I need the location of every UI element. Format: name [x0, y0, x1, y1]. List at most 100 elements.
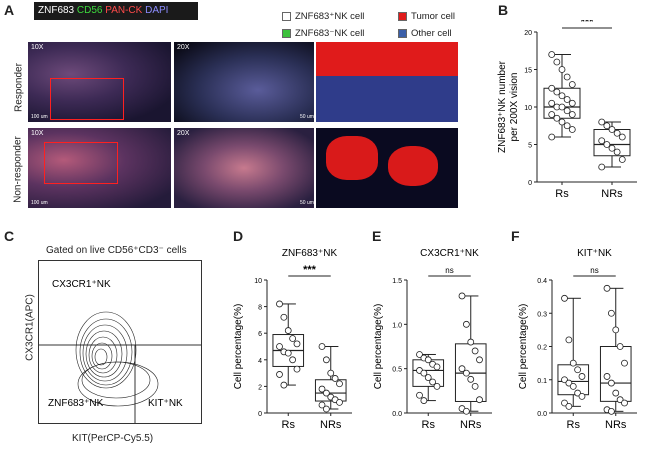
- data-point: [289, 356, 297, 364]
- chart-title: ZNF683⁺NK: [282, 248, 338, 259]
- box-iqr: [543, 87, 581, 119]
- data-point: [416, 391, 423, 399]
- chart-title: KIT⁺NK: [577, 248, 612, 259]
- data-point: [433, 382, 441, 390]
- mag-label: 20X: [177, 44, 190, 51]
- y-tick-label: 20: [524, 30, 532, 37]
- data-point: [420, 369, 428, 377]
- x-tick-label: Rs: [282, 419, 296, 431]
- data-point: [284, 349, 292, 357]
- stain-panck: PAN-CK: [105, 5, 143, 16]
- stain-dapi: DAPI: [145, 5, 169, 16]
- y-axis-label: Cell percentage(%): [518, 304, 529, 390]
- data-point: [612, 326, 620, 334]
- significance-label: ***: [303, 264, 317, 276]
- data-point: [568, 111, 576, 118]
- legend-other: Other cell: [398, 28, 452, 39]
- data-point: [561, 399, 568, 407]
- y-tick-label: 0.0: [537, 411, 547, 418]
- panel-label-b: B: [498, 2, 509, 18]
- significance-label: ***: [581, 20, 595, 28]
- swatch-blue: [398, 29, 407, 38]
- micrograph-nonresponder-10x: [28, 128, 171, 208]
- micrograph-nonresponder-20x: [174, 128, 314, 208]
- chart-b: 0 5 10 15 20 ZNF683⁺NK number per 200X vision R…: [497, 20, 637, 200]
- y-tick-label: 15: [524, 68, 532, 75]
- data-point: [568, 99, 576, 107]
- y-tick-label: 6: [258, 331, 262, 338]
- data-point: [322, 405, 330, 413]
- x-tick-label: Rs: [567, 419, 581, 431]
- data-point: [618, 156, 626, 163]
- panel-label-d: D: [233, 228, 244, 244]
- tumor-region: [326, 136, 378, 180]
- tumor-region: [388, 146, 438, 186]
- data-point: [578, 392, 586, 400]
- scale-bar: 100 um: [31, 200, 48, 206]
- data-point: [462, 407, 470, 415]
- contour-lines: [75, 311, 159, 407]
- data-point: [284, 327, 292, 334]
- y-tick-label: 2: [258, 384, 262, 391]
- mag-label: 10X: [31, 130, 44, 137]
- data-point: [598, 118, 606, 126]
- data-point: [318, 385, 326, 393]
- y-tick-label: 0.3: [537, 311, 547, 318]
- data-point: [569, 359, 577, 367]
- flow-ylabel: CX3CR1(APC): [24, 294, 36, 361]
- data-point: [618, 133, 626, 141]
- stain-legend-box: [34, 2, 198, 20]
- flow-plot: CX3CR1⁺NK ZNF683⁺NK KIT⁺NK: [38, 260, 202, 424]
- gate-kit: KIT⁺NK: [148, 398, 183, 409]
- data-point: [607, 309, 615, 317]
- data-point: [471, 347, 479, 355]
- data-point: [424, 374, 432, 381]
- y-tick-label: 10: [524, 105, 532, 112]
- data-point: [603, 373, 611, 380]
- data-point: [612, 389, 620, 397]
- y-axis-label-line: per 200X vision: [509, 73, 520, 142]
- x-tick-label: Rs: [422, 419, 436, 431]
- data-point: [280, 381, 288, 389]
- mag-label: 10X: [31, 44, 44, 51]
- data-point: [276, 300, 283, 308]
- y-tick-label: 0.0: [392, 411, 402, 418]
- micrograph-responder-20x: [174, 42, 314, 122]
- legend-znf683neg: ZNF683⁻NK cell: [282, 28, 364, 39]
- data-point: [462, 369, 470, 377]
- zoom-box: [44, 142, 118, 184]
- data-point: [548, 84, 556, 92]
- swatch-white: [282, 12, 291, 21]
- chart-title: CX3CR1⁺NK: [420, 248, 479, 259]
- x-tick-label: NRs: [605, 419, 627, 431]
- data-point: [608, 126, 616, 133]
- chart-e: CX3CR1⁺NK 0.0 0.5 1.0 1.5 Cell percentage(%) R…: [373, 248, 492, 431]
- scale-bar: 50 um: [300, 200, 314, 206]
- data-point: [607, 379, 615, 387]
- data-point: [621, 399, 628, 407]
- chart-f: KIT⁺NK 0.0 0.1 0.2 0.3 0.4 Cell percentage(%) R…: [518, 248, 637, 431]
- data-point: [613, 129, 621, 137]
- zoom-box: [50, 78, 124, 120]
- legend-tumor: Tumor cell: [398, 11, 455, 22]
- data-point: [322, 389, 330, 397]
- data-point: [563, 73, 571, 81]
- data-point: [563, 96, 571, 103]
- data-point: [565, 402, 573, 410]
- x-tick-label: Rs: [555, 188, 569, 200]
- significance-label: ns: [445, 266, 453, 275]
- data-point: [276, 371, 283, 378]
- y-tick-label: 4: [258, 358, 262, 365]
- data-point: [322, 356, 330, 364]
- data-point: [293, 365, 301, 373]
- y-axis-label: Cell percentage(%): [373, 304, 384, 390]
- data-point: [621, 359, 628, 367]
- y-axis-label-text: Cell percentage(%): [233, 304, 244, 390]
- y-tick-label: 0: [258, 411, 262, 418]
- data-point: [574, 389, 582, 397]
- data-point: [293, 340, 301, 348]
- row-label-nonresponder: Non-responder: [12, 136, 24, 203]
- y-axis-label-line: ZNF683⁺NK number: [497, 60, 508, 153]
- data-point: [574, 366, 582, 374]
- data-point: [603, 141, 611, 148]
